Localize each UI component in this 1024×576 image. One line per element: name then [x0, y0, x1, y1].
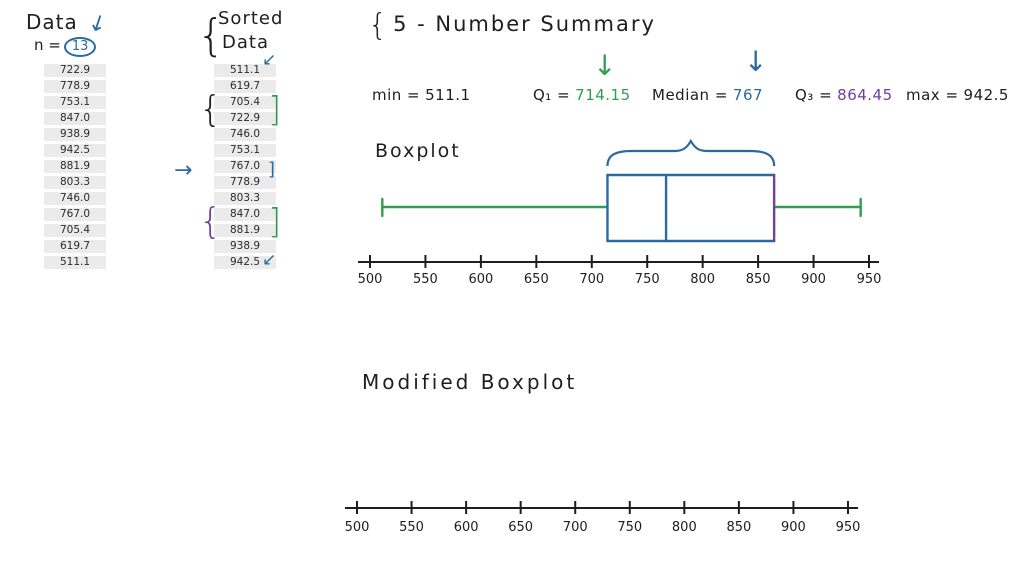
- summary-heading: { 5 - Number Summary: [368, 8, 656, 43]
- summary-brace-icon: {: [368, 8, 390, 43]
- data-value-cell: 881.9: [44, 160, 106, 173]
- axis-tick-label: 500: [358, 272, 383, 287]
- sorted-value-list: 511.1 619.7 705.4 722.9 746.0 753.1 767.…: [214, 64, 276, 272]
- axis-tick-label: 750: [617, 520, 642, 535]
- summary-heading-text: 5 - Number Summary: [393, 12, 656, 36]
- q1-value: 714.15: [575, 86, 631, 104]
- sorted-value-cell: 881.9: [214, 224, 276, 237]
- axis-tick-label: 750: [635, 272, 660, 287]
- axis-tick-label: 500: [345, 520, 370, 535]
- modified-boxplot-canvas: 500 550 600 650 700 750 800 850 900 950: [345, 501, 861, 535]
- data-value-list: 722.9 778.9 753.1 847.0 938.9 942.5 881.…: [44, 64, 106, 272]
- data-value-cell: 778.9: [44, 80, 106, 93]
- median-value: 767: [732, 86, 764, 104]
- data-value-cell: 767.0: [44, 208, 106, 221]
- sorted-value-cell: 753.1: [214, 144, 276, 157]
- boxplot-canvas: 500 550 600 650 700 750 800 850 900 950: [358, 138, 882, 287]
- sorted-value-cell: 942.5: [214, 256, 276, 269]
- min-pointer-arrow-icon: ↙: [262, 50, 277, 70]
- axis-tick-label: 950: [857, 272, 882, 287]
- axis-tick-label: 850: [726, 520, 751, 535]
- data-value-cell: 942.5: [44, 144, 106, 157]
- boxplot-section-label: Boxplot: [375, 140, 461, 162]
- sorted-column-title-line2: Data: [222, 32, 269, 53]
- n-value-circled: 13: [63, 37, 97, 57]
- axis-tick-label: 650: [524, 272, 549, 287]
- sorted-value-cell: 619.7: [214, 80, 276, 93]
- summary-median: Median = 767: [652, 86, 763, 104]
- median-arrow-icon: ↓: [744, 45, 768, 78]
- summary-max: max = 942.5: [906, 86, 1009, 104]
- sorted-column-title-line1: Sorted: [218, 8, 284, 29]
- summary-q1: Q₁ = 714.15: [533, 86, 631, 104]
- axis-tick-label: 700: [579, 272, 604, 287]
- data-value-cell: 753.1: [44, 96, 106, 109]
- sorted-value-cell: 722.9: [214, 112, 276, 125]
- axis-tick-label: 700: [563, 520, 588, 535]
- axis-tick-label: 600: [468, 272, 493, 287]
- q1-arrow-icon: ↓: [593, 49, 617, 82]
- q3-pair-bracket-icon: ]: [268, 202, 282, 242]
- sorted-value-cell: 938.9: [214, 240, 276, 253]
- sorted-value-cell: 511.1: [214, 64, 276, 77]
- q1-label: Q₁ =: [533, 86, 571, 104]
- q1-pair-brace-icon: {: [199, 89, 222, 130]
- axis-tick-label: 850: [746, 272, 771, 287]
- max-value: 942.5: [963, 86, 1009, 104]
- sorted-value-cell: 778.9: [214, 176, 276, 189]
- axis-tick-label: 800: [672, 520, 697, 535]
- modified-boxplot-section-label: Modified Boxplot: [362, 370, 578, 394]
- q3-label: Q₃ =: [795, 86, 833, 104]
- q1-pair-bracket-icon: ]: [268, 90, 282, 130]
- axis-tick-label: 650: [508, 520, 533, 535]
- n-label: n =: [34, 36, 61, 54]
- axis-tick-label: 600: [454, 520, 479, 535]
- axis-tick-label: 900: [781, 520, 806, 535]
- sorted-value-cell: 746.0: [214, 128, 276, 141]
- data-column-title: Data: [26, 10, 78, 34]
- summary-q3: Q₃ = 864.45: [795, 86, 893, 104]
- min-label: min =: [372, 86, 421, 104]
- data-value-cell: 619.7: [44, 240, 106, 253]
- data-value-cell: 705.4: [44, 224, 106, 237]
- sorted-value-cell: 847.0: [214, 208, 276, 221]
- sorted-value-cell: 803.3: [214, 192, 276, 205]
- axis-tick-label: 950: [836, 520, 861, 535]
- axis-tick-label: 550: [399, 520, 424, 535]
- summary-min: min = 511.1: [372, 86, 471, 104]
- q3-value: 864.45: [837, 86, 893, 104]
- data-value-cell: 847.0: [44, 112, 106, 125]
- min-value: 511.1: [425, 86, 471, 104]
- data-value-cell: 722.9: [44, 64, 106, 77]
- data-value-cell: 511.1: [44, 256, 106, 269]
- down-arrow-icon: ↓: [84, 9, 111, 40]
- data-column-title-text: Data: [26, 10, 78, 34]
- data-value-cell: 803.3: [44, 176, 106, 189]
- median-label: Median =: [652, 86, 728, 104]
- sorted-value-cell: 767.0: [214, 160, 276, 173]
- data-value-cell: 746.0: [44, 192, 106, 205]
- axis-tick-label: 800: [690, 272, 715, 287]
- max-label: max =: [906, 86, 959, 104]
- sorted-value-cell: 705.4: [214, 96, 276, 109]
- sorted-title-brace-icon: {: [197, 10, 225, 61]
- max-pointer-arrow-icon: ↙: [262, 250, 277, 270]
- data-value-cell: 938.9: [44, 128, 106, 141]
- median-bracket-icon: ]: [268, 159, 276, 180]
- sample-size: n = 13: [34, 36, 97, 57]
- box-brace-icon: [606, 138, 776, 167]
- axis-tick-label: 550: [413, 272, 438, 287]
- q3-pair-brace-icon: {: [199, 201, 222, 242]
- median-pointer-arrow-icon: →: [174, 158, 193, 183]
- axis-tick-label: 900: [801, 272, 826, 287]
